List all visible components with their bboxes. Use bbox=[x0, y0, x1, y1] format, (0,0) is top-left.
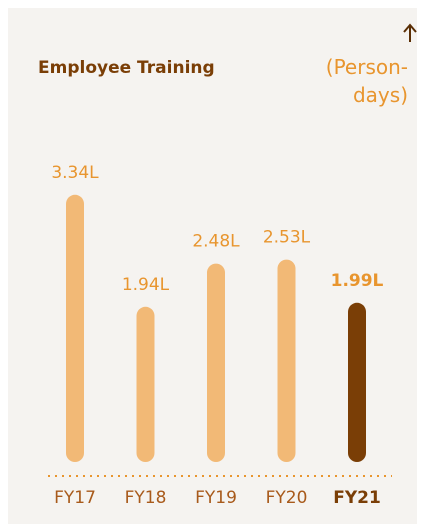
bar bbox=[136, 306, 155, 462]
bar bbox=[207, 263, 225, 462]
arrow-icon bbox=[403, 23, 417, 42]
unit-line: days) bbox=[353, 83, 408, 107]
x-tick-label: FY19 bbox=[195, 488, 237, 508]
chart-title: Employee Training bbox=[38, 58, 215, 78]
value-label: 2.53L bbox=[263, 228, 311, 248]
unit-line: (Person- bbox=[326, 55, 408, 79]
value-label: 2.48L bbox=[192, 232, 240, 252]
bar bbox=[66, 194, 84, 463]
value-label: 3.34L bbox=[51, 163, 99, 183]
value-label: 1.94L bbox=[122, 275, 170, 295]
unit-label: (Person-days) bbox=[326, 55, 408, 107]
value-label: 1.99L bbox=[331, 271, 384, 291]
x-tick-label: FY18 bbox=[125, 488, 167, 508]
bar bbox=[348, 302, 366, 462]
x-tick-label: FY21 bbox=[333, 488, 381, 508]
x-tick-label: FY17 bbox=[54, 488, 96, 508]
x-tick-label: FY20 bbox=[266, 488, 308, 508]
bar bbox=[277, 259, 296, 462]
